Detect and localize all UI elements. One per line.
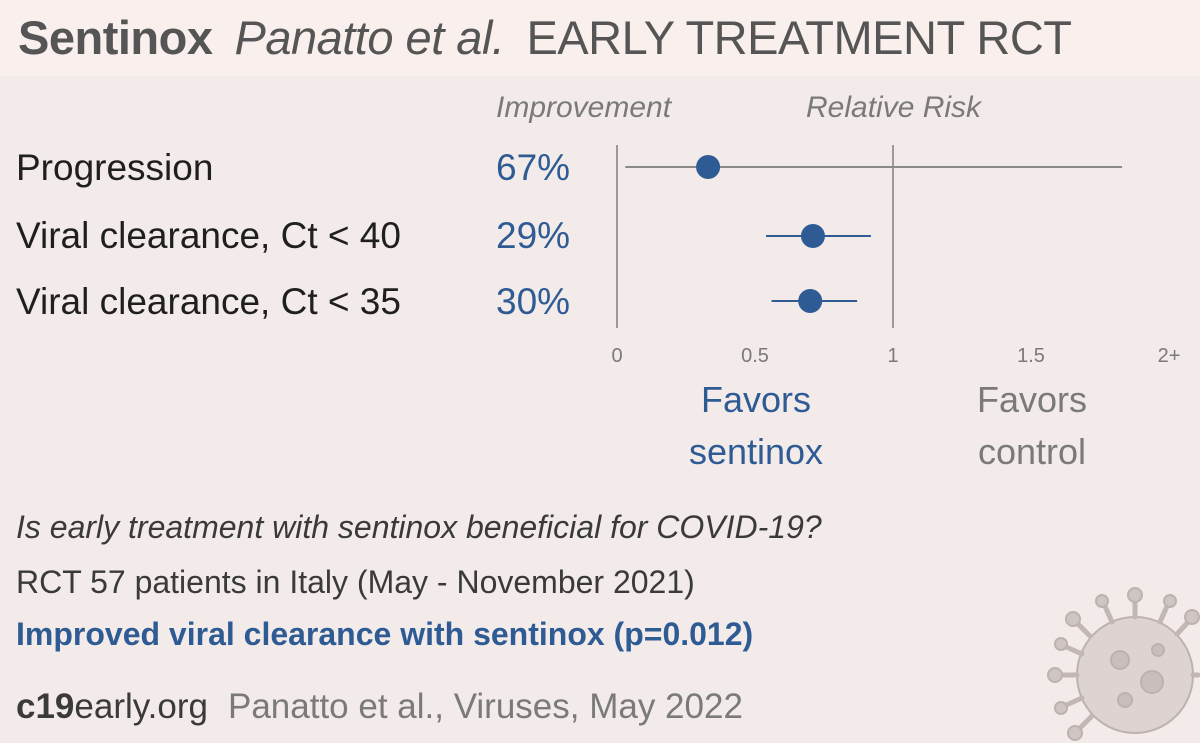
relative-risk-column-header: Relative Risk [806,91,982,124]
point-estimate [696,155,721,179]
header-band: Sentinox Panatto et al. EARLY TREATMENT RC… [0,0,1200,76]
site-name-rest: early.org [74,687,208,726]
favors-treatment-line1: Favors [700,379,812,420]
footer: c19early.org Panatto et al., Viruses, May… [16,684,743,730]
row-label-progression: Progression [16,147,214,188]
improvement-column-header: Improvement [496,91,672,124]
citation: Panatto et al., Viruses, May 2022 [227,687,743,726]
x-tick-label: 0.5 [741,345,769,367]
favors-treatment-line2: sentinox [688,431,824,472]
study-question: Is early treatment with sentinox benefic… [16,509,822,545]
x-tick-label: 0 [611,345,622,367]
virus-icon [1047,587,1200,741]
title-trial-type: EARLY TREATMENT RCT [526,11,1072,64]
row-improvement-progression: 67% [496,147,571,188]
row-label-viral-clearance-ct40: Viral clearance, Ct < 40 [16,215,401,256]
site-link[interactable]: c19early.org [16,687,208,726]
x-tick-label: 1.5 [1017,345,1045,367]
forest-plot: 0 0.5 1 1.5 2+ [611,145,1181,367]
point-estimate [800,224,825,248]
x-tick-label: 2+ [1158,345,1181,367]
study-conclusion: Improved viral clearance with sentinox (… [16,616,754,652]
site-name-bold: c19 [16,687,75,726]
study-details: RCT 57 patients in Italy (May - November… [16,564,695,600]
favors-control-label: Favors control [912,374,1152,478]
x-tick-label: 1 [887,345,898,367]
point-estimate [798,289,823,313]
favors-control-line1: Favors [976,379,1088,420]
row-improvement-viral-clearance-ct35: 30% [496,281,571,322]
row-improvement-viral-clearance-ct40: 29% [496,215,571,256]
favors-control-line2: control [977,431,1087,472]
title-drug: Sentinox [18,11,213,64]
row-label-viral-clearance-ct35: Viral clearance, Ct < 35 [16,281,401,322]
page-title: Sentinox Panatto et al. EARLY TREATMENT RC… [18,8,1072,68]
favors-treatment-label: Favors sentinox [636,374,876,478]
title-authors: Panatto et al. [234,11,505,64]
